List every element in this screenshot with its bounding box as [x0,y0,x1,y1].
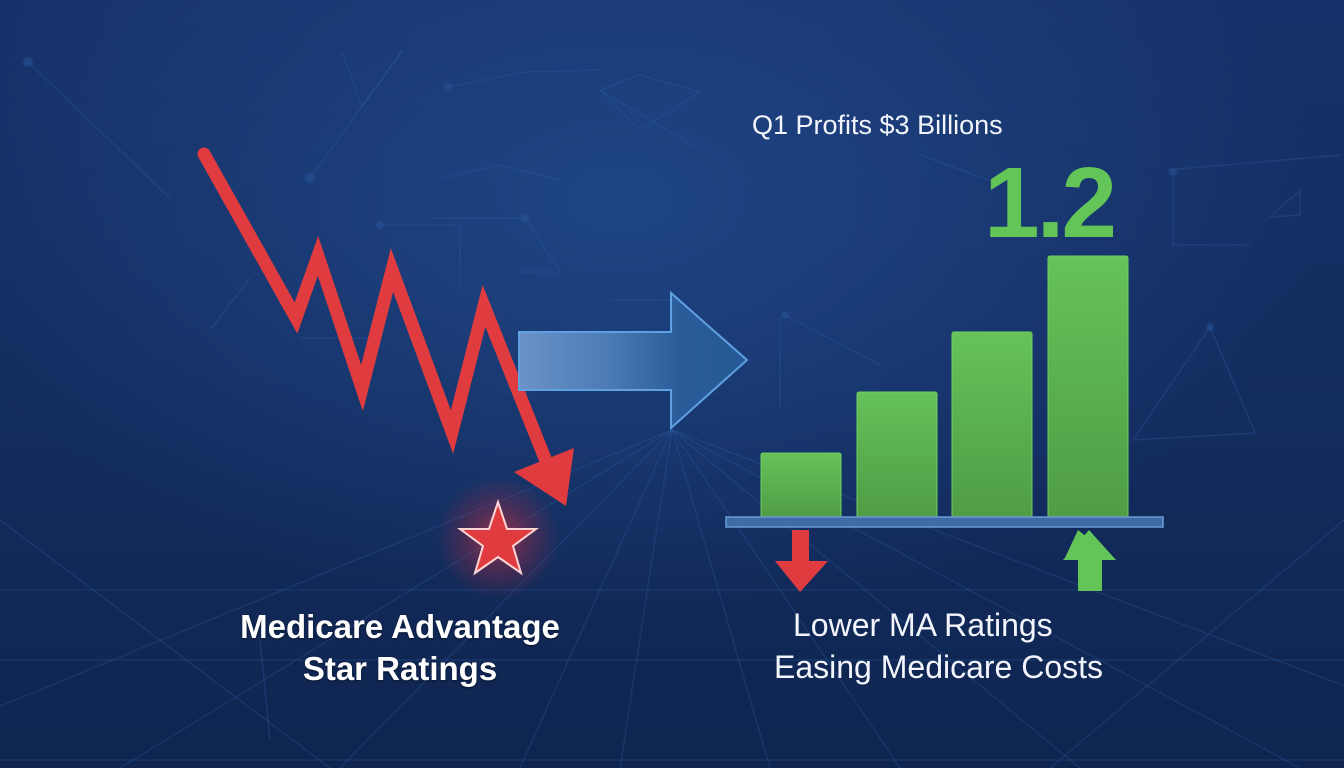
right-arrow-icon [518,290,749,431]
big-value-label: 1.2 [984,147,1117,259]
right-caption: Lower MA Ratings Easing Medicare Costs [760,604,1160,688]
chart-baseline [725,516,1164,528]
right-caption-line1: Lower MA Ratings [793,607,1053,643]
bar-3 [951,331,1033,519]
decline-trend-line [197,147,555,473]
star-icon [456,498,540,576]
left-caption-line2: Star Ratings [302,650,498,687]
left-caption: Medicare Advantage Star Ratings [190,606,610,690]
bar-4 [1047,255,1129,519]
bar-2 [856,391,938,519]
profits-headline: Q1 Profits $3 Billions [752,110,1003,140]
decline-arrow-icon [514,448,574,506]
bar-1 [760,452,842,519]
right-caption-line2: Easing Medicare Costs [774,649,1104,685]
left-caption-line1: Medicare Advantage [240,608,560,645]
down-arrow-icon [775,530,828,592]
